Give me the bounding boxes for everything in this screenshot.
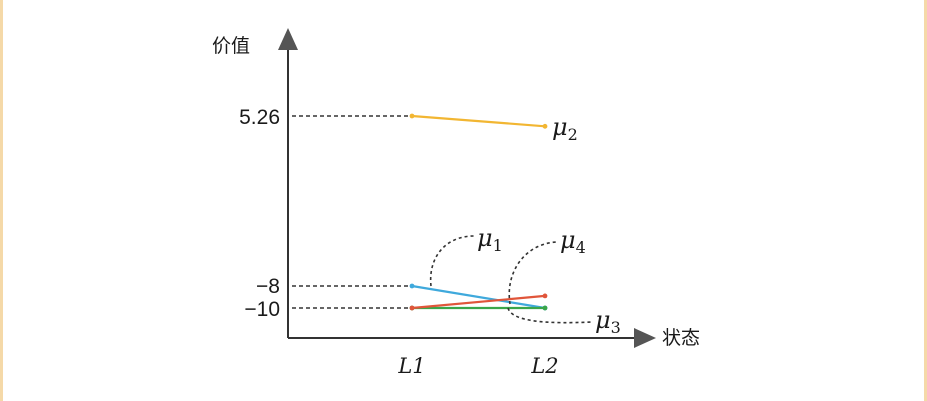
- series-point-μ4: [409, 305, 415, 311]
- series-symbol: μ: [552, 113, 568, 141]
- series-point-μ1: [409, 283, 415, 289]
- reference-guides: [292, 115, 412, 309]
- series-subscript: 1: [493, 236, 503, 255]
- series-point-μ2: [409, 113, 415, 119]
- series-layer: [409, 113, 548, 311]
- x-axis-arrow-icon: [634, 328, 656, 348]
- y-tick-label: −8: [256, 275, 280, 298]
- series-symbol: μ: [595, 306, 611, 334]
- series-point-μ3: [542, 305, 548, 311]
- series-point-μ4: [542, 293, 548, 299]
- x-tick-label: L2: [530, 354, 558, 378]
- series-label-mu4: μ4: [560, 226, 586, 257]
- mu3-callout-curve: [507, 307, 593, 324]
- series-point-μ2: [542, 123, 548, 129]
- right-border: [924, 0, 927, 401]
- y-axis-label: 价值: [212, 35, 250, 57]
- series-symbol: μ: [560, 226, 576, 254]
- series-label-mu3: μ3: [595, 306, 621, 337]
- x-axis-label: 状态: [662, 327, 700, 349]
- series-line-μ1: [411, 284, 546, 310]
- y-tick-label: 5.26: [239, 106, 280, 129]
- series-subscript: 4: [576, 238, 586, 257]
- series-label-mu2: μ2: [552, 113, 578, 144]
- series-subscript: 3: [611, 318, 621, 337]
- x-tick-label: L1: [397, 354, 425, 378]
- series-line-μ4: [411, 294, 546, 310]
- y-axis-arrow-icon: [278, 28, 298, 50]
- series-symbol: μ: [477, 224, 493, 252]
- left-border: [0, 0, 3, 401]
- series-line-μ2: [411, 114, 546, 128]
- mu4-callout-curve: [508, 241, 557, 305]
- mu1-callout-curve: [429, 235, 475, 287]
- y-tick-label: −10: [244, 298, 280, 321]
- series-label-mu1: μ1: [477, 224, 503, 255]
- series-subscript: 2: [568, 125, 578, 144]
